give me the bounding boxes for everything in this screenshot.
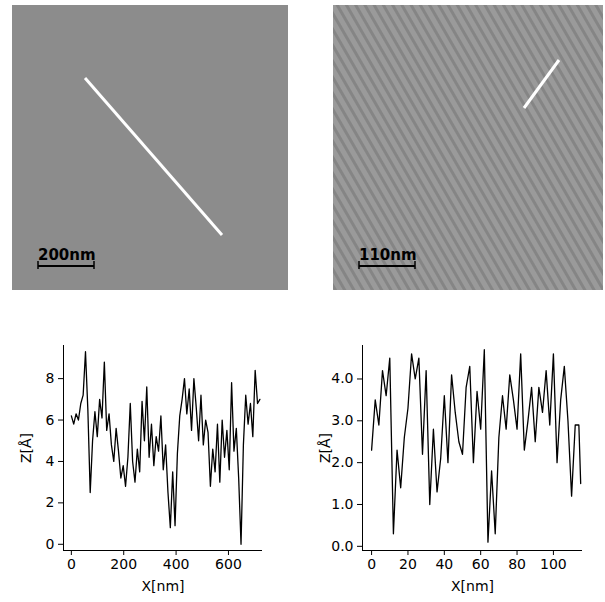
svg-text:2: 2 bbox=[46, 494, 55, 510]
svg-text:3.0: 3.0 bbox=[331, 412, 353, 428]
svg-text:80: 80 bbox=[508, 556, 526, 572]
svg-text:8: 8 bbox=[46, 370, 55, 386]
svg-text:200nm: 200nm bbox=[38, 246, 96, 264]
svg-text:20: 20 bbox=[399, 556, 417, 572]
svg-text:0: 0 bbox=[367, 556, 376, 572]
svg-text:0: 0 bbox=[67, 556, 76, 572]
svg-text:4: 4 bbox=[46, 453, 55, 469]
svg-text:4.0: 4.0 bbox=[331, 370, 353, 386]
svg-text:1.0: 1.0 bbox=[331, 496, 353, 512]
svg-text:6: 6 bbox=[46, 412, 55, 428]
svg-text:40: 40 bbox=[435, 556, 453, 572]
svg-text:600: 600 bbox=[215, 556, 242, 572]
svg-text:Z[Å]: Z[Å] bbox=[317, 433, 333, 463]
svg-text:110nm: 110nm bbox=[359, 246, 417, 264]
svg-text:60: 60 bbox=[472, 556, 490, 572]
svg-text:2.0: 2.0 bbox=[331, 454, 353, 470]
svg-text:200: 200 bbox=[110, 556, 137, 572]
svg-text:100: 100 bbox=[540, 556, 567, 572]
svg-text:0.0: 0.0 bbox=[331, 538, 353, 554]
svg-text:400: 400 bbox=[163, 556, 190, 572]
svg-text:X[nm]: X[nm] bbox=[141, 578, 184, 594]
svg-text:Z[Å]: Z[Å] bbox=[18, 433, 34, 463]
svg-text:0: 0 bbox=[46, 536, 55, 552]
svg-text:X[nm]: X[nm] bbox=[451, 578, 494, 594]
